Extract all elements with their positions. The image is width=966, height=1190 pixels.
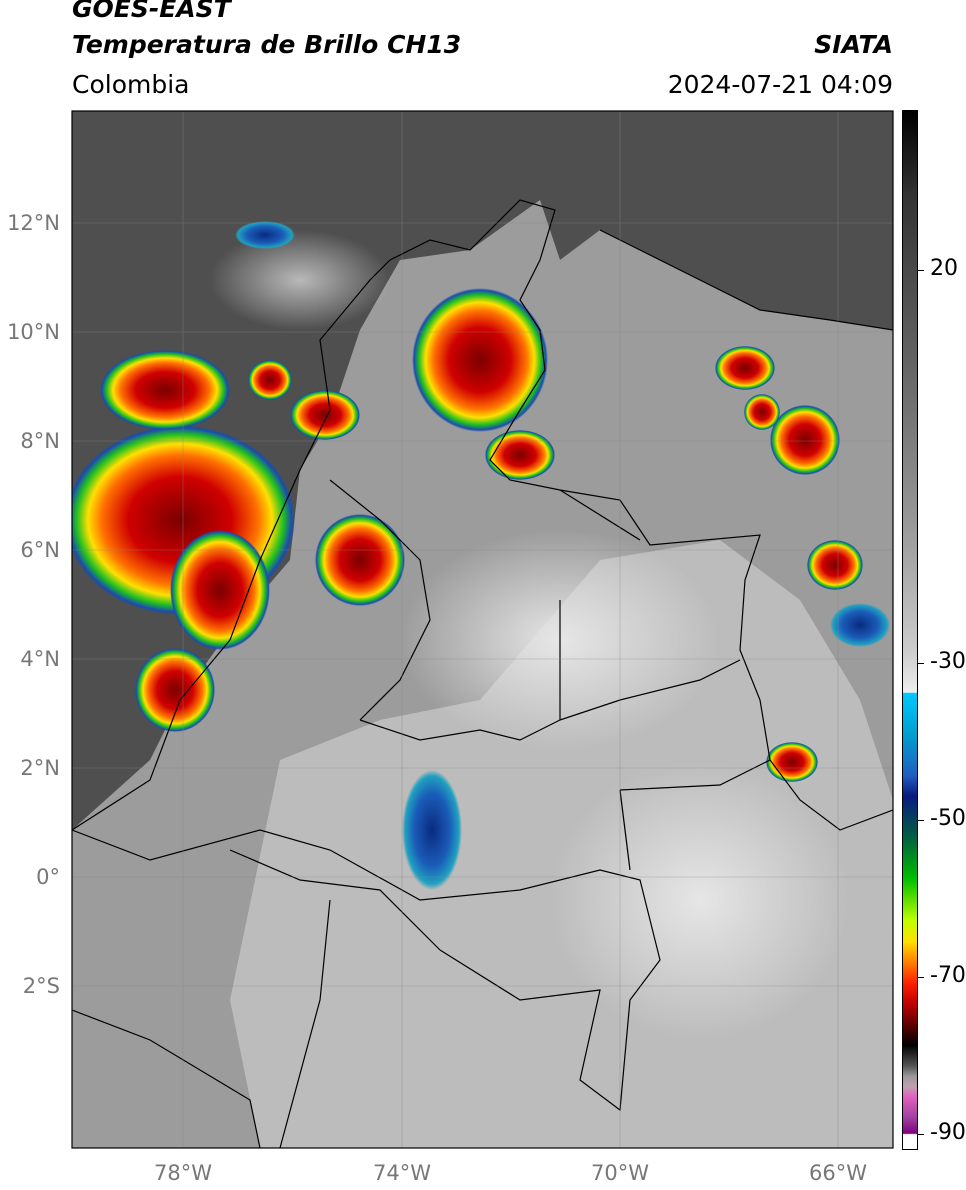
convective-cell [766, 742, 818, 782]
convective-cell [715, 346, 775, 390]
map-frame [71, 110, 894, 1149]
lat-tick-label: 12°N [7, 211, 60, 235]
country-borders [72, 199, 893, 1148]
lat-tick-label: 10°N [7, 320, 60, 344]
colorbar-tick [918, 663, 924, 664]
convective-cell [315, 514, 405, 606]
region-label: Colombia [72, 70, 190, 99]
colorbar-label: -30 [930, 649, 966, 674]
convective-cell [100, 350, 230, 430]
colorbar-tick [918, 270, 924, 271]
convective-cell [744, 394, 780, 430]
colorbar-tick [918, 1134, 924, 1135]
rain-area [830, 603, 890, 647]
convective-cell [248, 360, 292, 400]
convective-cell [770, 405, 840, 475]
lat-tick-label: 6°N [20, 538, 60, 562]
lon-tick-label: 78°W [154, 1161, 212, 1185]
colorbar-tick [918, 820, 924, 821]
colorbar-label: -70 [930, 963, 966, 988]
colorbar-label: -90 [930, 1120, 966, 1145]
lon-tick-label: 70°W [591, 1161, 649, 1185]
graticule [72, 111, 893, 1148]
convective-cell [485, 430, 555, 480]
convective-cell [412, 288, 548, 432]
lon-tick-label: 74°W [373, 1161, 431, 1185]
colorbar-label: 20 [930, 256, 958, 281]
colorbar-tick [918, 977, 924, 978]
colorbar [902, 110, 918, 1150]
cloud-band [550, 760, 850, 1040]
lat-tick-label: 4°N [20, 647, 60, 671]
organization-label: SIATA [814, 30, 893, 59]
lat-tick-label: 2°N [20, 756, 60, 780]
lat-tick-label: 8°N [20, 429, 60, 453]
datetime-label: 2024-07-21 04:09 [667, 70, 893, 99]
lat-tick-label: 2°S [23, 974, 60, 998]
lon-tick-label: 66°W [809, 1161, 867, 1185]
colorbar-label: -50 [930, 806, 966, 831]
rain-area [402, 770, 462, 890]
cloud-band [210, 230, 390, 330]
convective-cell [135, 648, 215, 732]
convective-cell [170, 530, 270, 650]
satellite-title: GOES-EAST [72, 0, 231, 23]
product-title: Temperatura de Brillo CH13 [72, 30, 462, 59]
convective-cell [290, 390, 360, 440]
rain-area [235, 221, 295, 249]
lat-tick-label: 0° [36, 865, 60, 889]
convective-cell [807, 540, 863, 590]
map-body [72, 111, 893, 1148]
